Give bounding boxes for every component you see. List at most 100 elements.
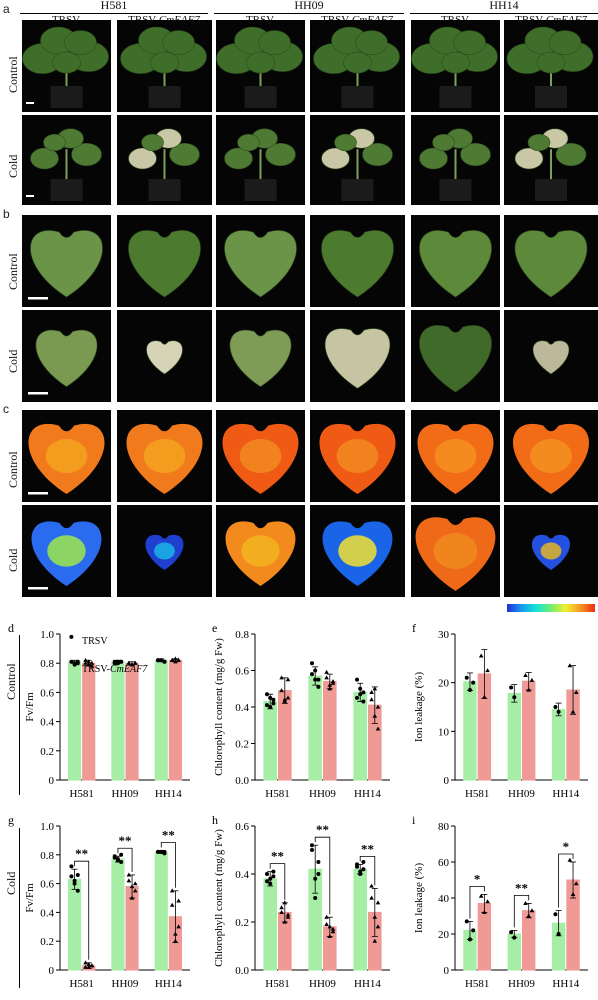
- data-point: [271, 874, 276, 879]
- data-point: [570, 892, 576, 896]
- x-tick-label: H581: [69, 978, 93, 990]
- y-tick-label: 10: [438, 726, 450, 738]
- photo-image: [146, 340, 183, 375]
- data-point: [570, 709, 576, 714]
- data-point: [83, 657, 88, 662]
- legend-trsv-eaf7: TRSV-CmEAF7: [82, 664, 148, 675]
- data-point: [268, 876, 273, 881]
- data-point: [478, 653, 484, 658]
- data-point: [129, 884, 135, 889]
- data-point: [482, 694, 487, 699]
- data-point: [327, 682, 333, 687]
- cultivar-rule: [20, 13, 208, 14]
- data-point: [129, 662, 135, 667]
- data-point: [169, 902, 175, 907]
- scale-bar: [28, 492, 48, 495]
- photo-image: [28, 423, 105, 495]
- photo-image: [28, 329, 98, 395]
- data-point: [372, 914, 378, 919]
- bar-eaf7: [82, 662, 96, 781]
- bar-trsv: [463, 681, 477, 781]
- photo-image: [321, 230, 394, 298]
- bar-trsv: [68, 661, 82, 781]
- data-point: [83, 964, 88, 969]
- data-point: [556, 709, 561, 714]
- data-point: [86, 961, 92, 966]
- panel-letter-d: d: [8, 621, 14, 635]
- x-tick-label: H581: [69, 788, 93, 800]
- data-point: [285, 912, 291, 917]
- data-point: [316, 872, 321, 876]
- photo-tile: [504, 410, 598, 502]
- data-point: [478, 893, 484, 898]
- photo-image: [324, 328, 391, 389]
- data-point: [176, 898, 181, 903]
- photo-tile: [504, 505, 598, 597]
- photo-tile: [411, 310, 500, 402]
- panel-letter-a: a: [3, 2, 10, 16]
- y-axis-label: Ion leakage (%): [413, 863, 425, 934]
- data-point: [169, 888, 175, 893]
- data-point: [485, 668, 490, 673]
- bar-eaf7: [522, 680, 536, 781]
- data-point: [268, 705, 273, 709]
- y-tick-label: 0.2: [40, 746, 54, 758]
- photo-image: [532, 340, 570, 375]
- significance-marker: **: [119, 833, 132, 848]
- data-point: [372, 713, 378, 718]
- y-tick-label: 0.2: [235, 917, 249, 929]
- y-tick-label: 30: [438, 629, 450, 641]
- data-point: [112, 855, 117, 860]
- data-point: [310, 848, 314, 852]
- data-point: [324, 669, 329, 674]
- data-point: [310, 661, 314, 666]
- photo-image: [419, 230, 492, 298]
- photo-image: [506, 26, 594, 108]
- bar-trsv: [263, 701, 278, 781]
- data-point: [372, 686, 378, 691]
- y-tick-label: 0.0: [235, 775, 249, 787]
- x-tick-label: H581: [265, 978, 289, 990]
- data-point: [369, 883, 374, 888]
- data-point: [112, 661, 117, 666]
- x-tick-label: H581: [265, 788, 289, 800]
- data-point: [523, 672, 528, 677]
- y-tick-label: 0.8: [235, 629, 249, 641]
- bar-trsv: [353, 868, 367, 971]
- photo-image: [513, 423, 589, 494]
- photo-image: [120, 26, 207, 108]
- bar-trsv: [154, 851, 168, 971]
- chart-g-cold-fvfm: g 0 0.2 0.4 0.6 0.8 1.0 Fv/Fm H581 ** HH09 ** HH14 **: [8, 813, 190, 990]
- data-point: [279, 675, 284, 680]
- photo-tile: [216, 505, 305, 597]
- photo-image: [126, 423, 203, 494]
- data-point: [358, 692, 363, 697]
- x-tick-label: HH09: [112, 788, 139, 800]
- data-point: [567, 857, 573, 862]
- panel-letter-i: i: [412, 813, 416, 827]
- photo-tile: [310, 215, 405, 307]
- data-point: [126, 872, 132, 877]
- photo-image: [313, 26, 400, 108]
- photo-tile: [411, 20, 500, 112]
- significance-marker: *: [474, 871, 481, 886]
- data-point: [509, 930, 514, 935]
- bar-eaf7: [168, 659, 182, 781]
- y-axis-label: Fv/Fm: [24, 883, 36, 913]
- x-tick-label: HH14: [552, 788, 579, 800]
- bar-trsv: [111, 858, 125, 971]
- data-point: [327, 934, 333, 938]
- photo-tile: [22, 20, 111, 112]
- y-axis-label: Ion leakage (%): [413, 672, 425, 743]
- photo-tile: [310, 310, 405, 402]
- data-point: [176, 657, 181, 662]
- panel-letter-f: f: [412, 621, 416, 635]
- data-point: [126, 878, 132, 883]
- x-tick-label: HH09: [508, 788, 535, 800]
- data-point: [330, 679, 336, 684]
- photo-image: [216, 26, 303, 108]
- bar-trsv: [551, 708, 566, 781]
- photo-image: [224, 128, 296, 201]
- data-point: [72, 878, 77, 883]
